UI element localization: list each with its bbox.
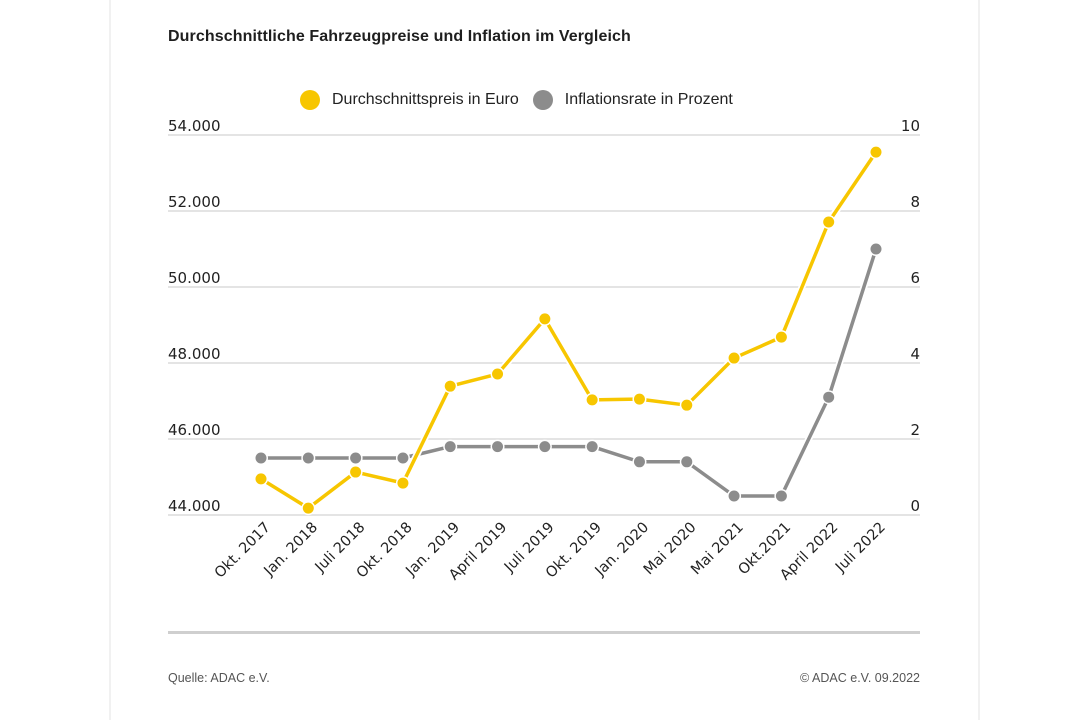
source-note: Quelle: ADAC e.V.: [168, 671, 270, 685]
data-point: [444, 441, 456, 453]
data-point: [823, 391, 835, 403]
y2-tick-label: 6: [910, 269, 920, 287]
legend-dot-icon: [300, 90, 320, 110]
gridlines: [168, 134, 920, 516]
y2-tick-label: 8: [910, 193, 920, 211]
data-point: [492, 441, 504, 453]
data-point: [444, 380, 456, 392]
y2-tick-label: 2: [910, 421, 920, 439]
legend-label: Durchschnittspreis in Euro: [332, 91, 519, 108]
y-tick-label: 48.000: [168, 345, 221, 363]
data-point: [586, 441, 598, 453]
chart-legend: Durchschnittspreis in Euro Inflationsrat…: [300, 89, 747, 111]
y-axis-left: 44.000 46.000 48.000 50.000 52.000 54.000: [168, 117, 221, 515]
data-point: [350, 466, 362, 478]
y-tick-label: 50.000: [168, 269, 221, 287]
chart-title: Durchschnittliche Fahrzeugpreise und Inf…: [168, 28, 631, 45]
data-point: [870, 243, 882, 255]
y2-tick-label: 10: [901, 117, 920, 135]
series-inflation: [254, 242, 883, 503]
data-series: [254, 145, 883, 516]
copyright-note: © ADAC e.V. 09.2022: [800, 671, 920, 685]
legend-item-price: Durchschnittspreis in Euro: [300, 90, 519, 110]
data-point: [539, 313, 551, 325]
data-point: [397, 477, 409, 489]
y-tick-label: 54.000: [168, 117, 221, 135]
data-point: [350, 452, 362, 464]
data-point: [586, 394, 598, 406]
data-point: [539, 441, 551, 453]
y-tick-label: 46.000: [168, 421, 221, 439]
data-point: [775, 490, 787, 502]
data-point: [728, 352, 740, 364]
data-point: [255, 452, 267, 464]
series-price: [254, 145, 883, 516]
data-point: [823, 216, 835, 228]
y2-tick-label: 0: [910, 497, 920, 515]
data-point: [775, 331, 787, 343]
legend-label: Inflationsrate in Prozent: [564, 91, 733, 108]
data-point: [492, 368, 504, 380]
data-point: [397, 452, 409, 464]
data-point: [633, 393, 645, 405]
data-point: [633, 456, 645, 468]
y-tick-label: 52.000: [168, 193, 221, 211]
y-axis-right: 0 2 4 6 8 10: [901, 117, 920, 515]
data-point: [302, 502, 314, 514]
data-point: [681, 399, 693, 411]
data-point: [302, 452, 314, 464]
y-tick-label: 44.000: [168, 497, 221, 515]
legend-item-inflation: Inflationsrate in Prozent: [532, 90, 733, 110]
data-point: [681, 456, 693, 468]
legend-dot-icon: [532, 90, 553, 110]
data-point: [255, 473, 267, 485]
x-tick-label: Juli 2022: [832, 520, 889, 577]
footer-divider: [168, 631, 920, 634]
page-border-right: [978, 0, 980, 720]
page-border-left: [109, 0, 111, 720]
y2-tick-label: 4: [910, 345, 920, 363]
data-point: [728, 490, 740, 502]
data-point: [870, 146, 882, 158]
